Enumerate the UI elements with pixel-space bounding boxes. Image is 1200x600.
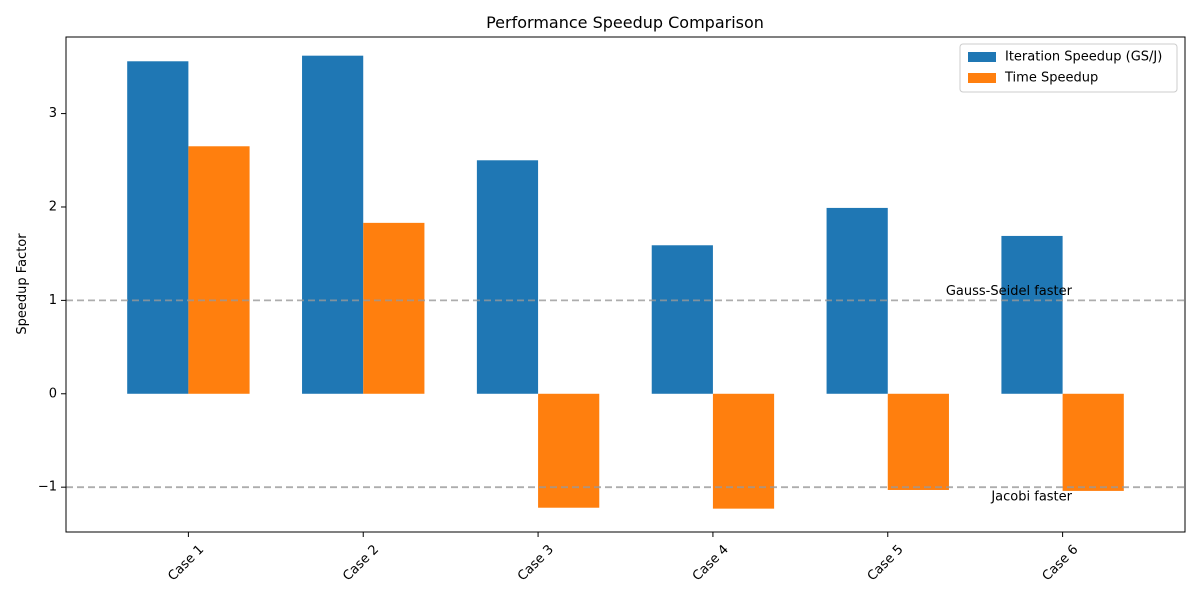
bar-time-4	[712, 393, 775, 509]
annotation-gauss-seidel-faster: Gauss-Seidel faster	[946, 284, 1073, 299]
legend: Iteration Speedup (GS/J) Time Speedup	[959, 43, 1178, 93]
chart-title: Performance Speedup Comparison	[486, 13, 764, 32]
y-tick-label: 2	[49, 199, 57, 214]
y-axis-label: Speedup Factor	[15, 233, 30, 335]
bar-time-2	[363, 222, 425, 394]
legend-swatch-iteration	[968, 52, 996, 62]
bar-iteration-5	[826, 207, 888, 394]
bar-iteration-1	[127, 61, 189, 394]
bar-time-6	[1062, 393, 1124, 491]
bars-layer	[127, 55, 1124, 509]
y-tick-label: 3	[49, 106, 57, 121]
legend-label-time: Time Speedup	[1004, 71, 1098, 86]
annotation-jacobi-faster: Jacobi faster	[990, 490, 1072, 505]
bar-iteration-2	[302, 55, 364, 394]
reference-lines-layer: Gauss-Seidel faster Jacobi faster	[66, 284, 1185, 505]
bar-iteration-3	[476, 160, 539, 394]
plot-frame	[65, 36, 1186, 533]
y-tick-label: 1	[49, 293, 57, 308]
bar-time-5	[887, 393, 949, 490]
bar-time-3	[538, 393, 600, 508]
bar-iteration-6	[1001, 235, 1063, 394]
bar-time-1	[188, 146, 250, 394]
legend-swatch-time	[968, 73, 996, 83]
y-tick-label: 0	[49, 386, 57, 401]
legend-label-iteration: Iteration Speedup (GS/J)	[1005, 50, 1162, 65]
y-tick-label: −1	[38, 480, 57, 495]
bar-iteration-4	[651, 245, 713, 394]
legend-box	[959, 43, 1178, 93]
